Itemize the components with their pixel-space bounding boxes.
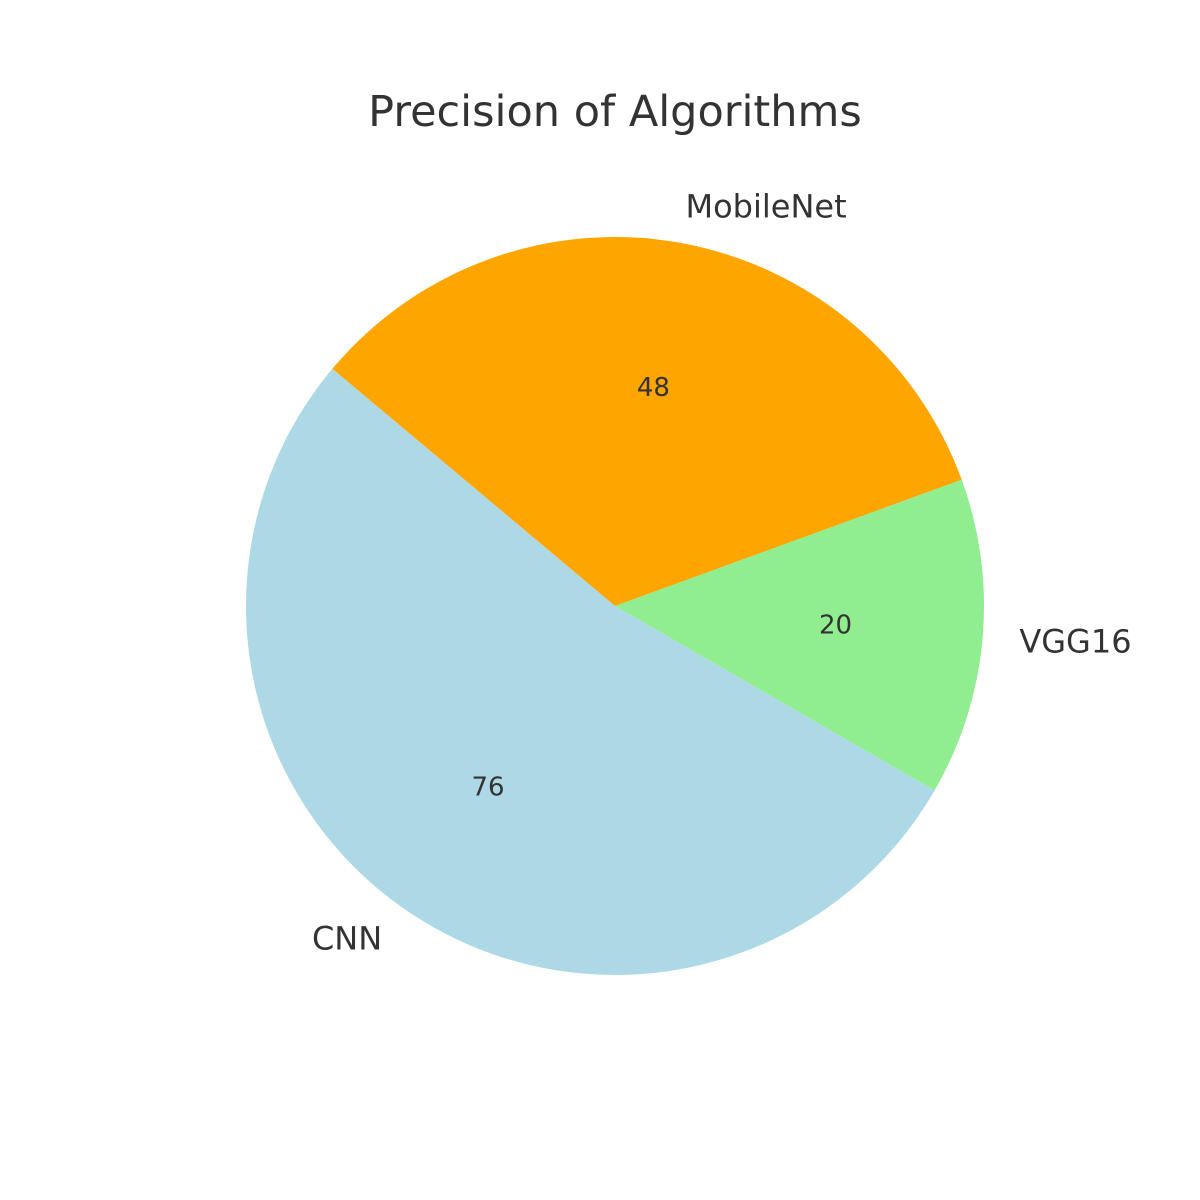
slice-label-cnn: CNN [312,919,382,957]
pie-slice-cnn [246,368,935,975]
slice-label-mobilenet: MobileNet [685,187,846,225]
value-label-vgg16: 20 [819,610,852,640]
pie-labels: MobileNet 48 VGG16 20 CNN 76 [312,187,1132,957]
slice-label-vgg16: VGG16 [1019,622,1131,660]
pie-slices [246,237,985,975]
chart-title: Precision of Algorithms [368,87,862,137]
pie-slice-mobilenet [332,237,962,606]
value-label-mobilenet: 48 [637,373,670,403]
value-label-cnn: 76 [471,772,504,802]
pie-slice-vgg16 [615,479,985,791]
